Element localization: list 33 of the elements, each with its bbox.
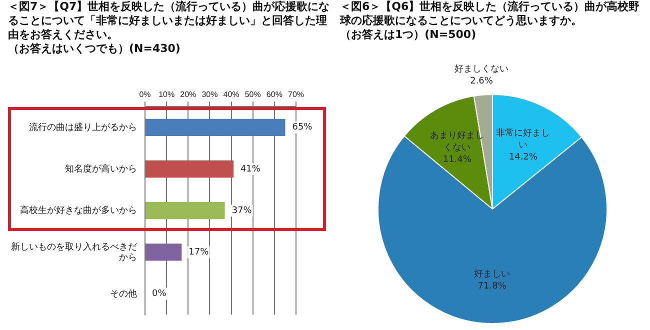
y-tick-label: その他 <box>110 288 137 298</box>
chart-subtitle: （お答えは1つ）(N=500) <box>340 28 478 42</box>
x-tick-label: 10% <box>158 90 175 100</box>
data-label: 41% <box>240 164 261 174</box>
bar <box>146 202 225 220</box>
x-tick-label: 0% <box>139 90 151 100</box>
slice-label: 好ましい <box>474 268 510 280</box>
data-label: 14.2% <box>508 152 538 162</box>
y-tick-label: 高校生が好きな曲が多いから <box>20 205 137 216</box>
x-tick-label: 60% <box>266 90 282 100</box>
data-label: 65% <box>292 122 313 133</box>
data-label: 37% <box>232 206 252 216</box>
slice-label: 非常に好ましい <box>496 127 550 150</box>
data-label: 71.8% <box>478 281 507 292</box>
x-tick-label: 30% <box>202 90 218 100</box>
y-tick-label: 流行の曲は盛り上がるから <box>29 122 137 132</box>
chart-title: ＜図6＞【Q6】世相を反映した（流行っている）曲が高校野球の応援歌になることについてどう思いますか。 <box>340 0 641 28</box>
data-label: 2.6% <box>470 76 494 86</box>
chart-title: ＜図7＞【Q7】世相を反映した（流行っている）曲が応援歌になることについて「非常に好ましいまたは好ましい」と回答した理由をお答えください。 <box>8 0 330 42</box>
bar <box>146 118 286 136</box>
data-label: 17% <box>188 248 210 258</box>
x-tick-label: 70% <box>288 90 304 100</box>
slice-label: 好ましくない <box>454 63 509 74</box>
bar <box>146 160 234 178</box>
x-tick-label: 40% <box>223 90 240 100</box>
data-label: 11.4% <box>442 154 472 165</box>
y-tick-label: 新しいものを取り入れるべきだから <box>11 241 137 262</box>
chart-subtitle: （お答えはいくつでも）(N=430) <box>8 42 182 56</box>
x-tick-label: 50% <box>244 90 261 100</box>
x-tick-label: 20% <box>180 90 196 100</box>
y-tick-label: 知名度が高いから <box>65 163 137 174</box>
bar <box>146 244 182 261</box>
data-label: 0% <box>152 289 167 300</box>
